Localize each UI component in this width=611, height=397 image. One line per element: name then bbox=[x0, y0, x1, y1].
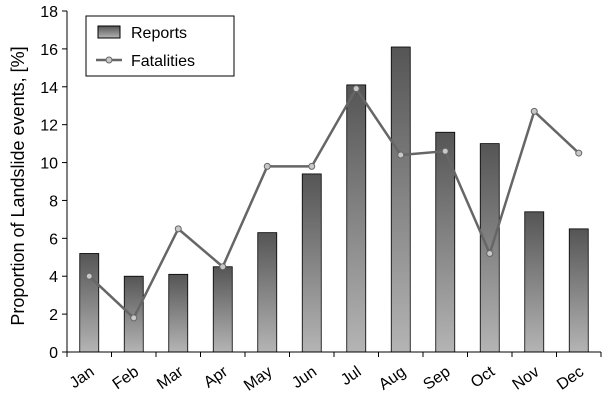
x-tick-label: Dec bbox=[554, 363, 587, 393]
fatalities-point-apr bbox=[219, 263, 227, 271]
x-tick-label: Feb bbox=[110, 363, 142, 393]
line-series bbox=[85, 85, 583, 322]
bar-jan bbox=[79, 253, 100, 353]
bar-jul bbox=[346, 84, 367, 353]
x-tick-label: Mar bbox=[154, 363, 187, 393]
bar-oct bbox=[479, 143, 500, 353]
fatalities-point-sep bbox=[441, 147, 449, 155]
y-tick-label: 0 bbox=[49, 345, 58, 362]
legend-swatch-reports bbox=[97, 25, 121, 39]
fatalities-point-aug bbox=[397, 151, 405, 159]
y-tick-label: 16 bbox=[40, 42, 58, 59]
bar-series bbox=[79, 46, 589, 353]
bar-apr bbox=[212, 266, 233, 353]
x-tick-label: Nov bbox=[509, 363, 542, 393]
x-tick-label: Aug bbox=[376, 363, 409, 393]
legend-label-fatalities: Fatalities bbox=[131, 53, 195, 70]
y-axis-title: Proportion of Landslide events, [%] bbox=[8, 46, 28, 325]
y-tick-label: 2 bbox=[49, 307, 58, 324]
fatalities-point-jul bbox=[352, 85, 360, 93]
fatalities-point-nov bbox=[530, 107, 538, 115]
fatalities-point-jun bbox=[308, 162, 316, 170]
bar-may bbox=[257, 232, 278, 353]
x-tick-label: Jan bbox=[67, 363, 98, 392]
y-tick-label: 6 bbox=[49, 231, 58, 248]
bar-mar bbox=[168, 273, 189, 353]
bar-nov bbox=[524, 211, 545, 353]
y-tick-label: 18 bbox=[40, 4, 58, 21]
x-axis-ticks: Jan Feb Mar Apr May Jun Jul Aug Sep Oct Nov Dec bbox=[66, 352, 602, 395]
x-tick-label: Jun bbox=[289, 363, 320, 392]
fatalities-point-mar bbox=[174, 225, 182, 233]
fatalities-point-oct bbox=[486, 249, 494, 257]
x-tick-label: Apr bbox=[201, 363, 232, 392]
legend-label-reports: Reports bbox=[131, 25, 187, 42]
bar-feb bbox=[123, 275, 144, 353]
fatalities-point-dec bbox=[575, 149, 583, 157]
y-tick-label: 10 bbox=[40, 156, 58, 173]
y-tick-label: 4 bbox=[49, 269, 58, 286]
bar-aug bbox=[390, 46, 411, 353]
y-tick-label: 14 bbox=[40, 80, 58, 97]
y-tick-label: 12 bbox=[40, 118, 58, 135]
x-tick-label: May bbox=[241, 363, 276, 394]
x-tick-label: Sep bbox=[420, 363, 453, 393]
fatalities-line bbox=[88, 87, 580, 320]
fatalities-point-feb bbox=[130, 314, 138, 322]
legend: Reports Fatalities bbox=[85, 15, 235, 77]
legend-swatch-fatalities-marker bbox=[105, 56, 113, 64]
x-tick-label: Jul bbox=[338, 363, 365, 389]
bar-dec bbox=[568, 228, 589, 353]
y-tick-label: 8 bbox=[49, 193, 58, 210]
fatalities-point-may bbox=[263, 162, 271, 170]
y-axis-ticks: 0 2 4 6 8 10 12 14 16 18 bbox=[40, 4, 67, 362]
fatalities-point-jan bbox=[85, 272, 93, 280]
bar-jun bbox=[301, 173, 322, 353]
x-tick-label: Oct bbox=[468, 363, 499, 392]
